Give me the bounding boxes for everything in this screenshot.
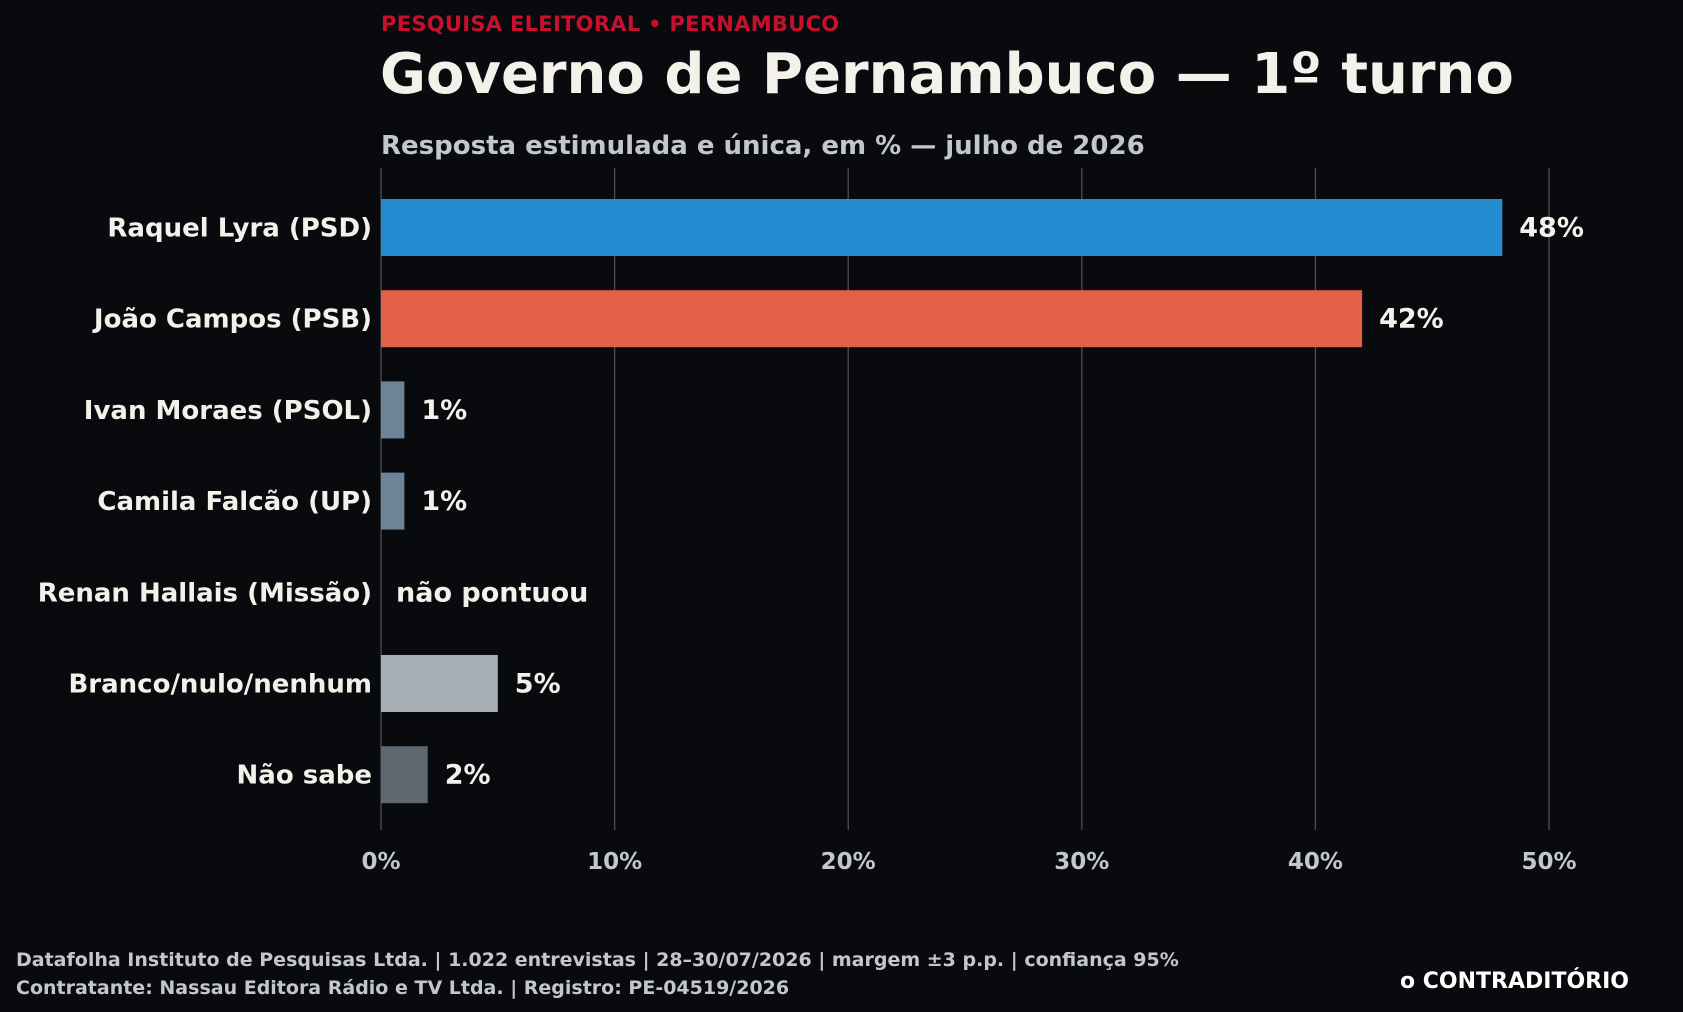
- category-label: Renan Hallais (Missão): [38, 578, 372, 608]
- x-tick-label: 30%: [1054, 849, 1109, 875]
- x-tick-label: 40%: [1288, 849, 1343, 875]
- category-label: Raquel Lyra (PSD): [107, 214, 372, 244]
- category-label: Não sabe: [237, 761, 372, 791]
- x-tick-label: 20%: [821, 849, 876, 875]
- value-label: 48%: [1519, 213, 1584, 244]
- value-label: 1%: [421, 395, 467, 426]
- source-note: Datafolha Instituto de Pesquisas Ltda. |…: [16, 946, 1179, 1002]
- chart-subtitle: Resposta estimulada e única, em % — julh…: [381, 131, 1145, 161]
- category-label: Camila Falcão (UP): [97, 487, 372, 517]
- chart-kicker: PESQUISA ELEITORAL • PERNAMBUCO: [381, 12, 840, 36]
- value-label: 1%: [421, 486, 467, 517]
- bar: [381, 655, 498, 712]
- x-tick-label: 10%: [587, 849, 642, 875]
- category-label: João Campos (PSB): [92, 305, 372, 335]
- value-label: 5%: [515, 669, 561, 700]
- x-tick-label: 0%: [361, 849, 400, 875]
- bar: [381, 199, 1503, 256]
- bar: [381, 472, 405, 530]
- bar: [381, 381, 405, 439]
- x-tick-label: 50%: [1521, 849, 1576, 875]
- value-label: 2%: [445, 760, 491, 791]
- bar: [381, 746, 428, 804]
- source-line-1: Datafolha Instituto de Pesquisas Ltda. |…: [16, 949, 1179, 971]
- category-label: Ivan Moraes (PSOL): [84, 396, 372, 426]
- source-line-2: Contratante: Nassau Editora Rádio e TV L…: [16, 977, 790, 999]
- value-label: 42%: [1379, 304, 1444, 335]
- chart-title: Governo de Pernambuco — 1º turno: [380, 42, 1514, 107]
- value-label: não pontuou: [396, 577, 588, 608]
- bar: [381, 290, 1363, 348]
- category-label: Branco/nulo/nenhum: [68, 670, 372, 700]
- brand-logo: o CONTRADITÓRIO: [1400, 969, 1629, 994]
- bar-chart: 0% 10% 20% 30% 40% 50% Raquel Lyra (PSD) 48% Joã…: [38, 168, 1584, 875]
